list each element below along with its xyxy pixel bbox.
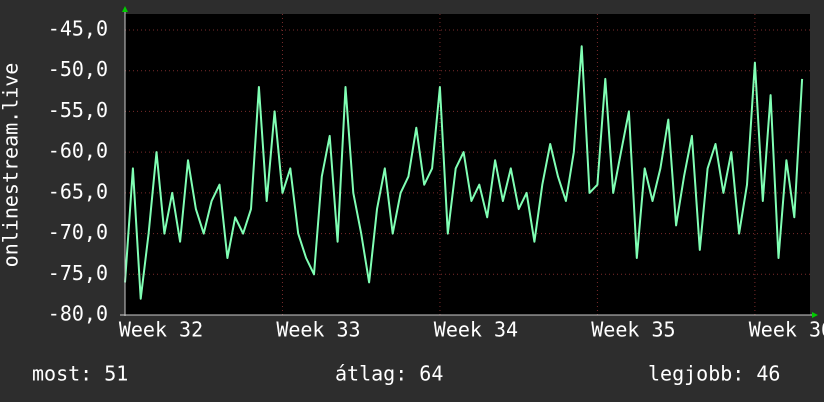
x-axis-arrow bbox=[812, 312, 818, 318]
x-tick-label: Week 35 bbox=[591, 318, 675, 342]
y-axis-arrow bbox=[122, 6, 128, 12]
stat-average: átlag: 64 bbox=[335, 362, 443, 386]
y-tick-label: -80,0 bbox=[48, 302, 108, 326]
y-axis-label: onlinestream.live bbox=[0, 63, 23, 268]
x-tick-label: Week 33 bbox=[276, 318, 360, 342]
x-tick-label: Week 36 bbox=[749, 318, 824, 342]
y-tick-label: -45,0 bbox=[48, 17, 108, 41]
stat-best: legjobb: 46 bbox=[648, 362, 780, 386]
y-tick-label: -65,0 bbox=[48, 179, 108, 203]
y-tick-label: -70,0 bbox=[48, 220, 108, 244]
y-tick-label: -75,0 bbox=[48, 261, 108, 285]
data-line bbox=[124, 45, 804, 300]
x-tick-label: Week 34 bbox=[434, 318, 518, 342]
plot-area bbox=[125, 14, 810, 315]
x-tick-label: Week 32 bbox=[119, 318, 203, 342]
y-tick-label: -50,0 bbox=[48, 57, 108, 81]
y-tick-label: -55,0 bbox=[48, 98, 108, 122]
stat-current: most: 51 bbox=[32, 362, 128, 386]
y-tick-label: -60,0 bbox=[48, 139, 108, 163]
plot bbox=[124, 14, 810, 316]
